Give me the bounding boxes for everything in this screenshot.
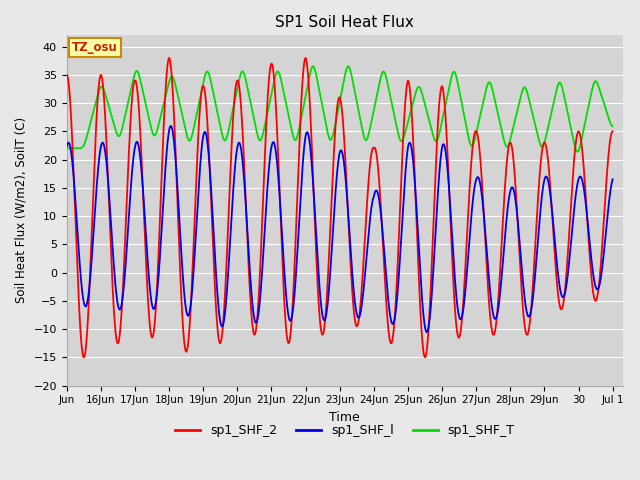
Title: SP1 Soil Heat Flux: SP1 Soil Heat Flux — [275, 15, 414, 30]
Y-axis label: Soil Heat Flux (W/m2), SoilT (C): Soil Heat Flux (W/m2), SoilT (C) — [15, 118, 28, 303]
X-axis label: Time: Time — [330, 411, 360, 424]
Legend: sp1_SHF_2, sp1_SHF_l, sp1_SHF_T: sp1_SHF_2, sp1_SHF_l, sp1_SHF_T — [170, 420, 520, 442]
Text: TZ_osu: TZ_osu — [72, 41, 118, 54]
